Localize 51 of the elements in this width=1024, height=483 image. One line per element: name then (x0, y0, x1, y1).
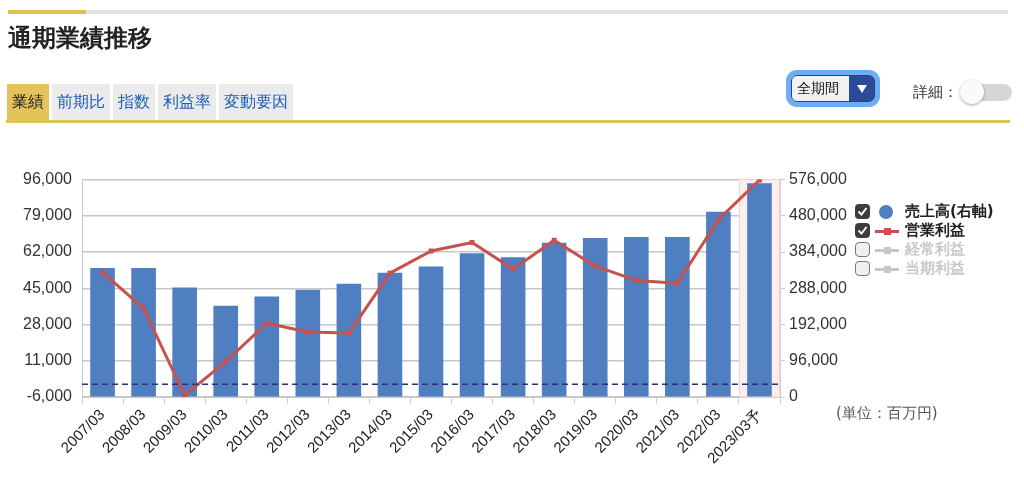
y2-tick-label: 576,000 (789, 170, 847, 188)
bar (500, 257, 526, 397)
y-tick-label: 96,000 (23, 170, 73, 188)
text: 全期間 (797, 79, 839, 98)
y2-tick-label: 384,000 (789, 242, 847, 260)
point (223, 359, 229, 365)
bar (213, 305, 239, 397)
chart-title: 通期業績推移 (8, 23, 152, 54)
point (264, 320, 270, 326)
bar (418, 266, 444, 397)
bar (131, 267, 156, 397)
y-tick-label: -6,000 (26, 387, 73, 405)
y2-tick-label: 0 (789, 387, 798, 405)
legend-label: 営業利益 (905, 221, 965, 240)
bar (172, 287, 197, 397)
point (757, 179, 762, 183)
point (715, 217, 721, 223)
point (469, 240, 475, 245)
y-tick-label: 28,000 (23, 314, 73, 332)
y2-tick-label: 480,000 (789, 206, 847, 224)
y-tick-label: 45,000 (23, 278, 73, 296)
bar (377, 272, 403, 397)
text: 詳細： (913, 82, 958, 102)
bar (90, 267, 115, 397)
point (100, 269, 105, 275)
point (633, 277, 639, 283)
point (141, 305, 147, 311)
point (674, 280, 680, 286)
bar (336, 283, 362, 397)
y-tick-label: 11,000 (24, 351, 73, 369)
bar (582, 238, 608, 397)
point (346, 330, 352, 336)
text: (単位：百万円) (836, 404, 938, 423)
point (510, 266, 516, 272)
y2-tick-label: 192,000 (789, 314, 847, 332)
point (182, 392, 188, 397)
y2-tick-label: 96,000 (789, 351, 839, 369)
bar (295, 289, 321, 397)
bar (623, 236, 649, 397)
y2-tick-label: 288,000 (789, 278, 847, 296)
point (592, 263, 598, 269)
y-tick-label: 79,000 (23, 206, 73, 224)
legend-label: 売上高(右軸) (905, 202, 994, 221)
bar (706, 211, 731, 397)
y-tick-label: 62,000 (23, 242, 73, 260)
bar (665, 236, 690, 397)
point (551, 237, 557, 243)
point (387, 270, 393, 276)
bar (459, 253, 485, 397)
bar (254, 296, 280, 397)
bar (541, 242, 567, 397)
